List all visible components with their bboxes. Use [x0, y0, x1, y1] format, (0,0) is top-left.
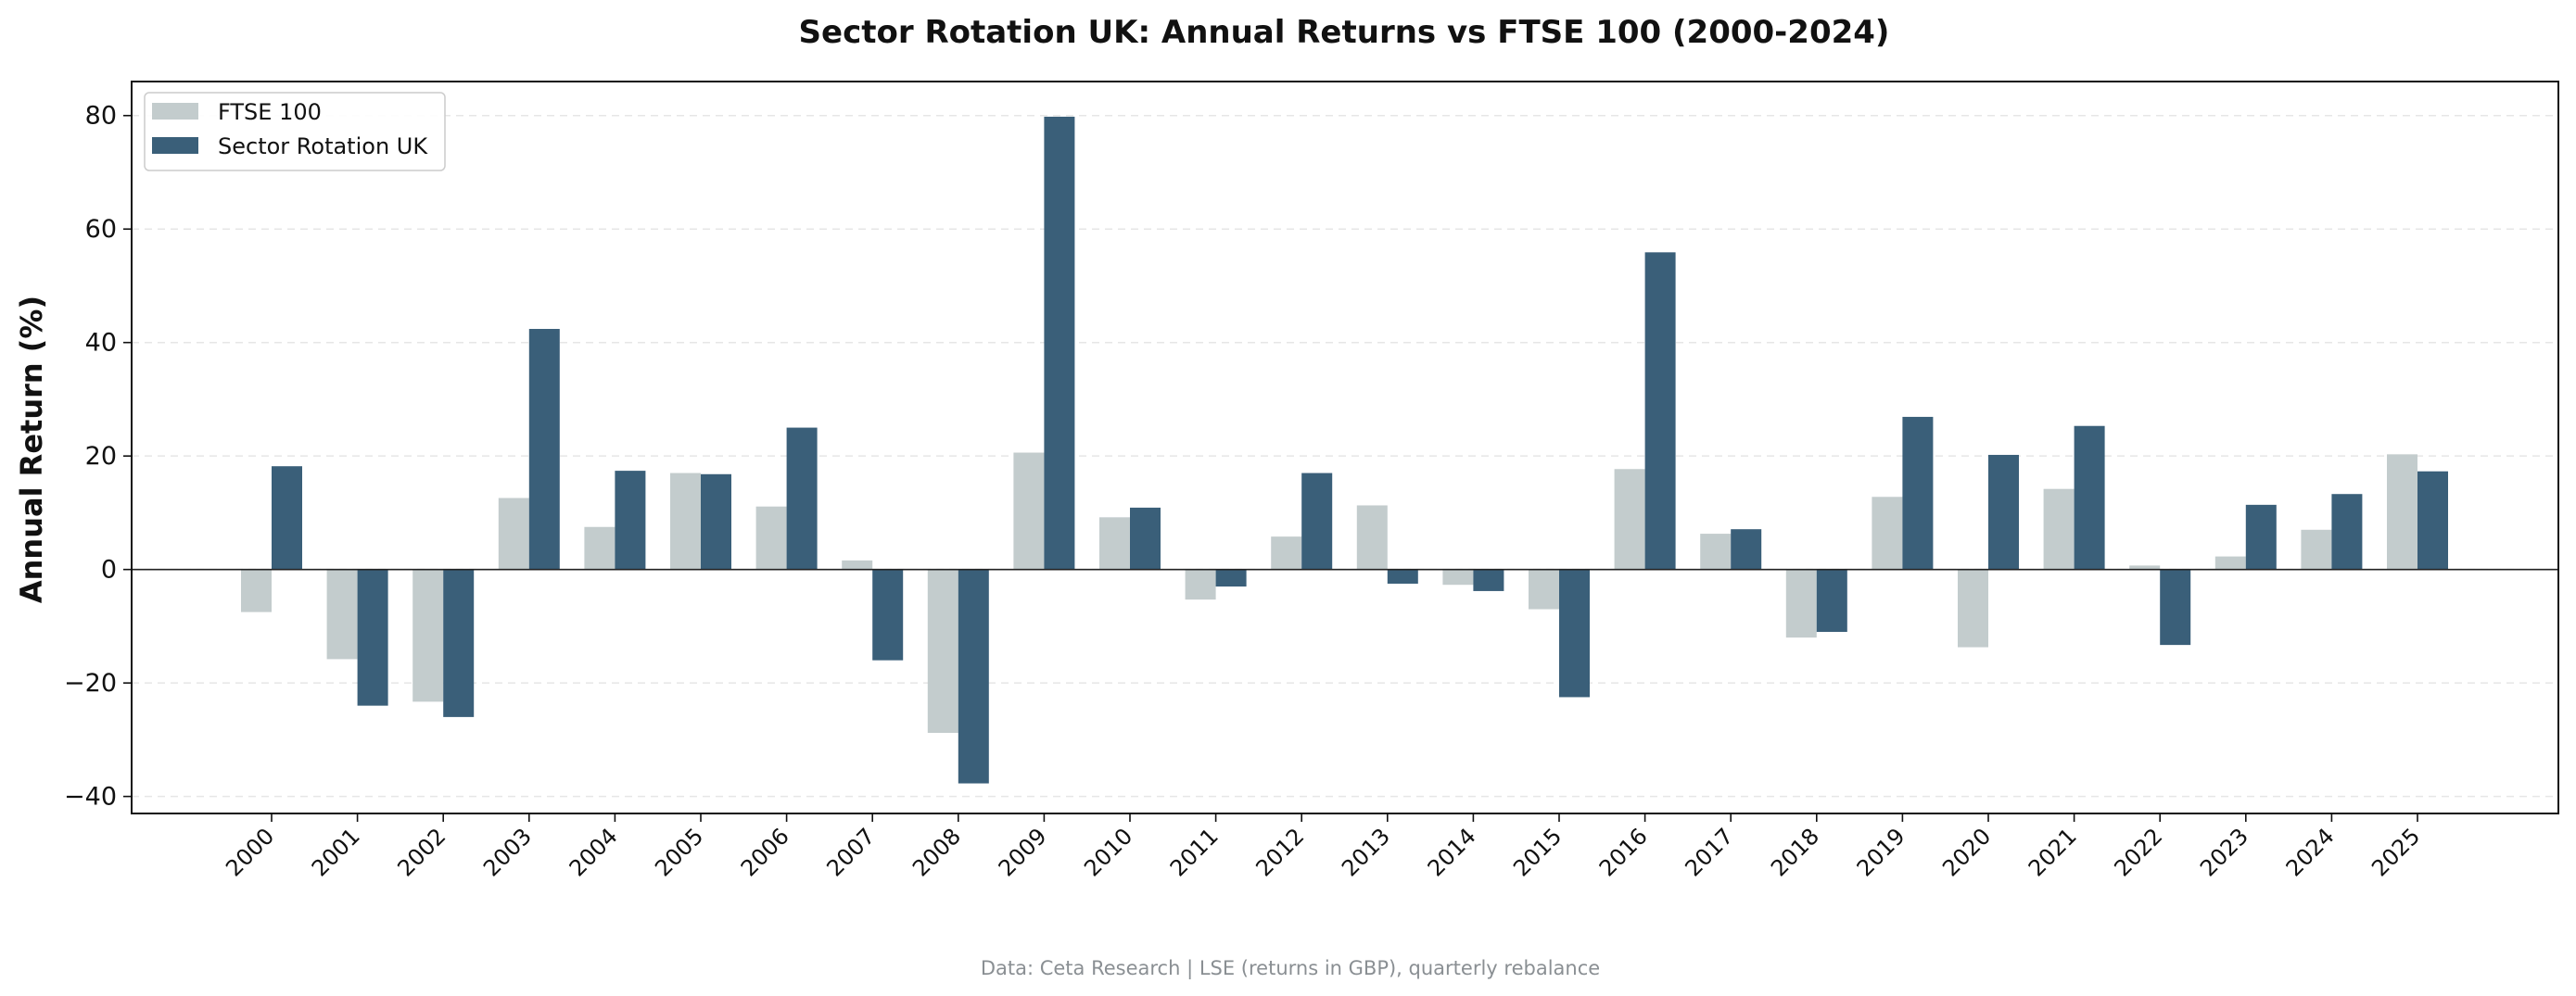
bar-ftse-100-2005	[670, 473, 701, 570]
chart-title: Sector Rotation UK: Annual Returns vs FT…	[799, 14, 1890, 51]
bar-sector-rotation-uk-2021	[2074, 425, 2105, 570]
bar-sector-rotation-uk-2008	[958, 569, 989, 784]
bar-ftse-100-2024	[2301, 529, 2332, 570]
bar-ftse-100-2009	[1013, 452, 1045, 570]
bar-sector-rotation-uk-2009	[1044, 116, 1075, 570]
plot-frame	[131, 81, 2559, 814]
legend-swatch-sector-rotation-uk	[152, 137, 198, 154]
bar-sector-rotation-uk-2010	[1130, 507, 1161, 570]
legend-label-ftse-100: FTSE 100	[218, 99, 322, 125]
bar-sector-rotation-uk-2015	[1559, 569, 1590, 698]
bar-ftse-100-2011	[1185, 569, 1216, 600]
bar-ftse-100-2000	[241, 569, 272, 612]
bar-sector-rotation-uk-2012	[1301, 473, 1333, 570]
y-tick-label: 80	[85, 102, 117, 131]
y-tick-label: 0	[101, 556, 117, 585]
bar-sector-rotation-uk-2023	[2245, 504, 2277, 570]
bar-sector-rotation-uk-2024	[2331, 494, 2363, 570]
bar-sector-rotation-uk-2000	[272, 466, 302, 570]
bar-ftse-100-2015	[1529, 569, 1559, 610]
bars	[241, 116, 2448, 784]
bar-ftse-100-2004	[584, 526, 615, 570]
bar-ftse-100-2023	[2214, 556, 2246, 570]
bar-sector-rotation-uk-2011	[1215, 569, 1247, 587]
legend-label-sector-rotation-uk: Sector Rotation UK	[218, 133, 428, 159]
bar-ftse-100-2018	[1785, 569, 1817, 638]
bar-sector-rotation-uk-2020	[1988, 454, 2019, 570]
bar-ftse-100-2006	[755, 506, 787, 570]
bar-ftse-100-2021	[2043, 488, 2075, 570]
y-tick-label: 20	[85, 442, 117, 471]
y-tick-label: −40	[64, 783, 117, 812]
bar-sector-rotation-uk-2001	[357, 569, 388, 706]
bar-sector-rotation-uk-2005	[701, 473, 731, 570]
footer-source-note: Data: Ceta Research | LSE (returns in GB…	[981, 957, 1600, 980]
y-tick-label: −20	[64, 669, 117, 698]
bar-sector-rotation-uk-2004	[615, 471, 646, 570]
bar-sector-rotation-uk-2007	[872, 569, 904, 661]
y-axis-label: Annual Return (%)	[14, 296, 49, 603]
bar-sector-rotation-uk-2016	[1644, 252, 1676, 570]
bar-sector-rotation-uk-2014	[1473, 569, 1504, 591]
bar-sector-rotation-uk-2018	[1816, 569, 1847, 633]
bar-sector-rotation-uk-2019	[1902, 416, 1934, 570]
bar-ftse-100-2014	[1442, 569, 1474, 586]
legend-swatch-ftse-100	[152, 103, 198, 120]
y-tick-label: 40	[85, 329, 117, 358]
bar-ftse-100-2012	[1271, 536, 1302, 570]
bar-ftse-100-2008	[927, 569, 958, 734]
y-tick-label: 60	[85, 215, 117, 244]
bar-ftse-100-2016	[1614, 469, 1645, 570]
bar-ftse-100-2013	[1356, 505, 1388, 570]
bar-ftse-100-2025	[2387, 454, 2417, 570]
bar-ftse-100-2007	[842, 560, 873, 570]
bar-sector-rotation-uk-2003	[528, 329, 560, 570]
bar-ftse-100-2003	[498, 498, 529, 570]
legend: FTSE 100 Sector Rotation UK	[144, 92, 446, 171]
bar-sector-rotation-uk-2017	[1731, 529, 1762, 570]
bar-ftse-100-2019	[1872, 497, 1903, 570]
bar-sector-rotation-uk-2002	[443, 569, 475, 717]
bar-sector-rotation-uk-2025	[2417, 471, 2448, 570]
bar-ftse-100-2002	[412, 569, 444, 702]
bar-ftse-100-2010	[1099, 517, 1130, 570]
y-axis-ticks: 80 60 40 20 0 −20 −40	[64, 102, 132, 812]
bar-ftse-100-2020	[1958, 569, 1988, 648]
bar-sector-rotation-uk-2022	[2160, 569, 2191, 646]
bar-ftse-100-2022	[2129, 565, 2161, 570]
bar-sector-rotation-uk-2013	[1387, 569, 1418, 584]
bar-sector-rotation-uk-2006	[786, 427, 818, 570]
bar-ftse-100-2017	[1700, 534, 1732, 570]
legend-box	[144, 92, 446, 171]
bar-ftse-100-2001	[326, 569, 358, 660]
